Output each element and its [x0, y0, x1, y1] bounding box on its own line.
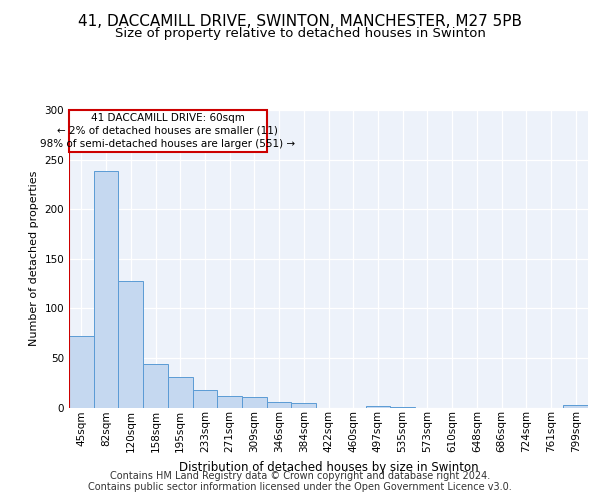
- Bar: [143, 364, 168, 408]
- Bar: [118, 280, 143, 407]
- X-axis label: Distribution of detached houses by size in Swinton: Distribution of detached houses by size …: [179, 460, 478, 473]
- Bar: [563, 404, 588, 407]
- Bar: [217, 396, 242, 407]
- Text: Size of property relative to detached houses in Swinton: Size of property relative to detached ho…: [115, 28, 485, 40]
- Text: 41 DACCAMILL DRIVE: 60sqm
← 2% of detached houses are smaller (11)
98% of semi-d: 41 DACCAMILL DRIVE: 60sqm ← 2% of detach…: [40, 112, 295, 149]
- Bar: [193, 390, 217, 407]
- Bar: [365, 406, 390, 407]
- Bar: [292, 402, 316, 407]
- Bar: [94, 172, 118, 408]
- Bar: [69, 336, 94, 407]
- Bar: [390, 406, 415, 408]
- FancyBboxPatch shape: [69, 110, 267, 152]
- Text: Contains HM Land Registry data © Crown copyright and database right 2024.
Contai: Contains HM Land Registry data © Crown c…: [88, 471, 512, 492]
- Y-axis label: Number of detached properties: Number of detached properties: [29, 171, 39, 346]
- Text: 41, DACCAMILL DRIVE, SWINTON, MANCHESTER, M27 5PB: 41, DACCAMILL DRIVE, SWINTON, MANCHESTER…: [78, 14, 522, 29]
- Bar: [267, 402, 292, 407]
- Bar: [242, 396, 267, 407]
- Bar: [168, 377, 193, 408]
